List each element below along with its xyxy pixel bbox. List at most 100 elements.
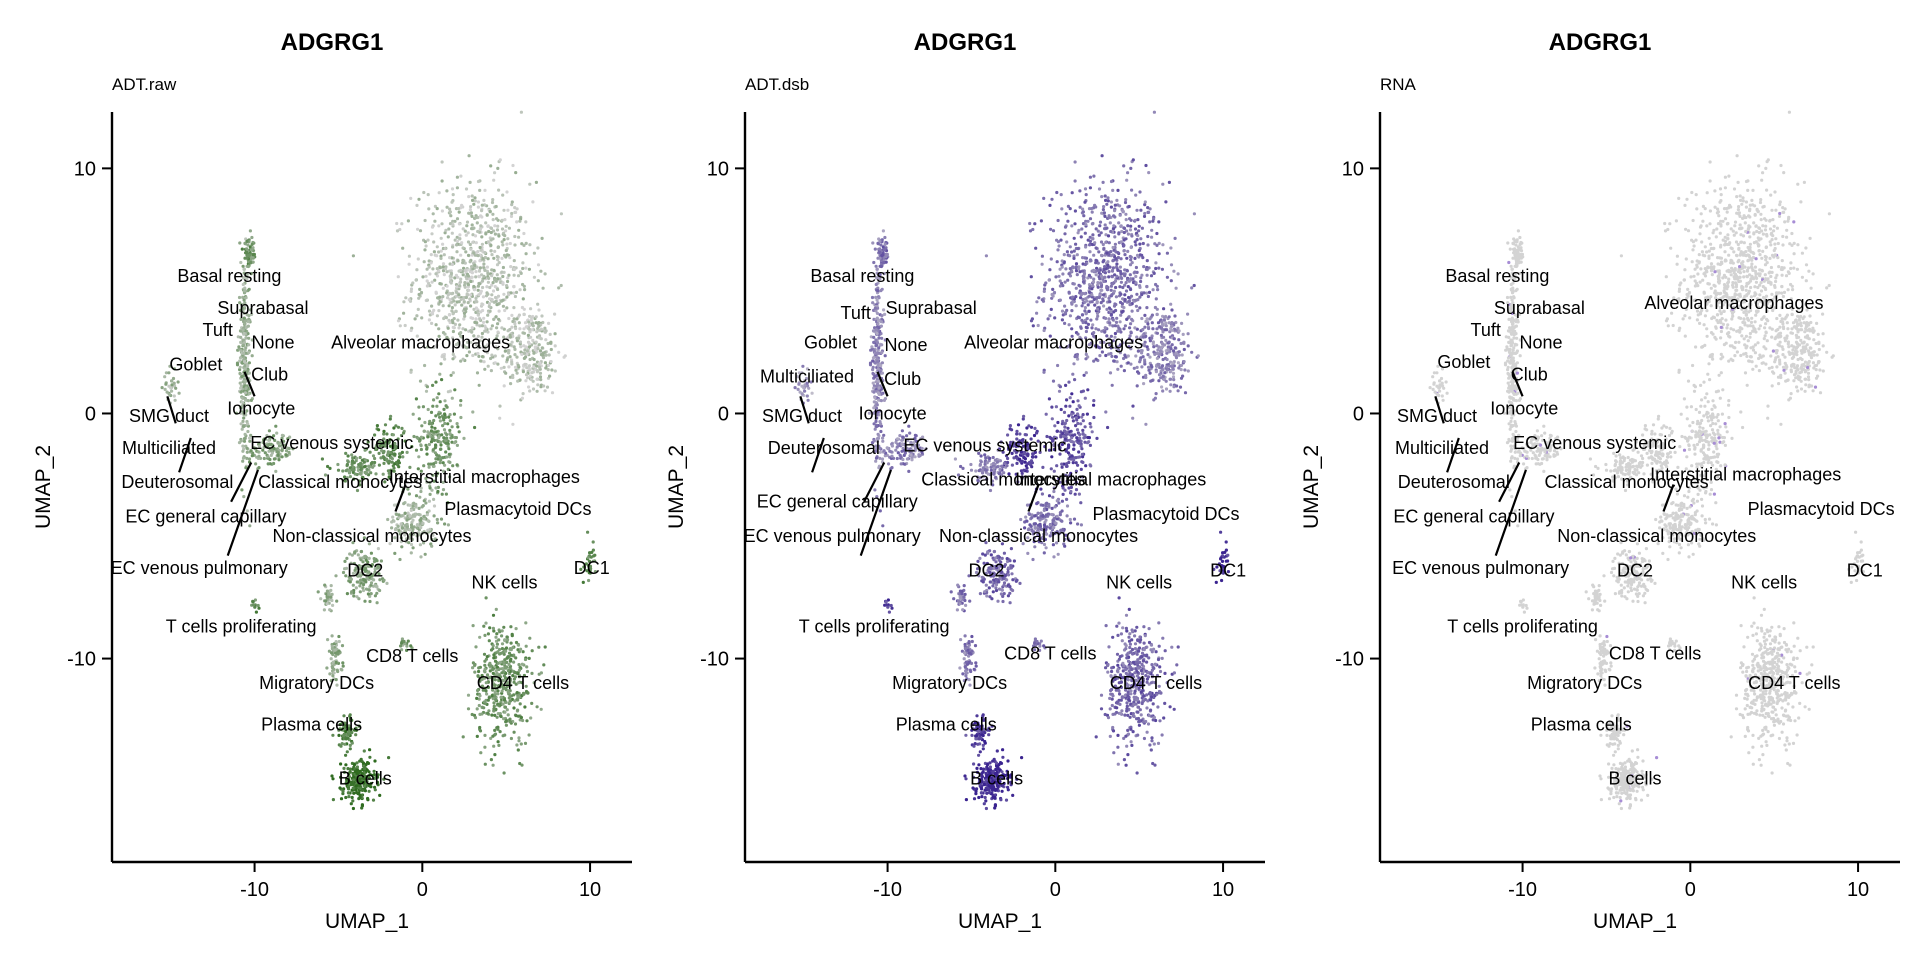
cell-point — [517, 739, 521, 743]
cell-point — [486, 632, 490, 636]
cell-point — [365, 761, 370, 765]
cell-point — [346, 454, 350, 458]
cell-point — [1164, 387, 1169, 391]
cell-point — [408, 503, 412, 507]
cell-point — [425, 284, 429, 288]
cell-point — [1072, 256, 1076, 260]
cell-point — [1141, 256, 1145, 260]
cell-point — [494, 204, 498, 209]
cell-point — [1065, 504, 1070, 508]
cell-point — [530, 328, 534, 332]
cell-point — [1090, 210, 1094, 214]
cell-point — [505, 306, 509, 310]
cell-point — [1154, 297, 1158, 301]
cell-point — [1073, 378, 1077, 382]
cell-point — [382, 437, 386, 441]
cell-point — [451, 325, 455, 329]
cell-point — [1173, 314, 1177, 318]
cell-point — [1157, 266, 1161, 270]
cell-point — [373, 788, 377, 792]
cell-point — [257, 454, 261, 458]
cell-point — [427, 207, 431, 211]
cell-point — [480, 203, 484, 207]
cell-point — [1131, 158, 1135, 162]
cell-point — [1123, 268, 1127, 272]
cell-point — [489, 327, 493, 331]
cell-point — [1027, 424, 1031, 428]
cell-point — [1066, 219, 1070, 223]
cell-point — [1113, 355, 1118, 359]
cell-point — [1192, 283, 1196, 288]
cell-point — [1070, 436, 1074, 440]
cell-point — [527, 385, 531, 389]
cell-point — [1030, 461, 1034, 465]
cell-point — [1075, 407, 1079, 411]
cell-point — [488, 285, 492, 290]
cell-point — [476, 254, 480, 258]
cell-point — [453, 219, 457, 223]
cell-point — [239, 335, 243, 339]
cell-point — [514, 210, 518, 214]
cell-point — [424, 244, 428, 248]
cell-point — [401, 455, 405, 459]
cell-point — [173, 398, 177, 402]
cell-point — [1128, 228, 1133, 232]
cell-point — [1149, 363, 1153, 367]
cell-point — [505, 358, 509, 362]
cell-point — [434, 323, 438, 327]
cell-point — [441, 456, 445, 460]
cell-point — [1054, 405, 1058, 409]
cell-point — [1116, 251, 1120, 255]
cell-point — [247, 343, 251, 347]
cell-point — [513, 347, 517, 351]
cell-point — [425, 279, 429, 283]
cell-point — [243, 432, 247, 436]
cell-point — [429, 440, 434, 444]
cell-point — [1044, 518, 1048, 522]
cell-point — [418, 439, 422, 443]
cell-point — [355, 791, 359, 795]
cell-point — [497, 188, 501, 192]
cell-point — [1150, 336, 1154, 340]
cell-point — [277, 458, 281, 462]
cell-point — [371, 798, 376, 802]
cell-point — [172, 381, 176, 385]
cell-point — [1042, 508, 1046, 512]
cell-point — [1072, 236, 1076, 240]
cell-point — [443, 463, 447, 467]
cell-point — [1133, 256, 1137, 260]
cell-point — [418, 379, 423, 383]
cell-point — [383, 423, 388, 427]
cell-point — [473, 196, 477, 200]
cell-point — [1123, 274, 1127, 278]
cell-point — [479, 751, 483, 755]
cell-point — [389, 456, 393, 460]
cell-point — [424, 274, 428, 278]
cell-point — [1085, 441, 1090, 445]
cell-point — [485, 285, 489, 289]
cell-point — [1086, 303, 1090, 307]
cell-point — [1077, 450, 1081, 454]
cell-point — [352, 594, 356, 598]
cell-point — [1073, 179, 1077, 183]
cell-point — [1063, 425, 1067, 429]
cell-point — [500, 634, 504, 638]
cell-point — [477, 269, 482, 273]
cell-point — [471, 198, 475, 202]
cell-point — [492, 178, 496, 182]
cell-point — [1097, 250, 1101, 254]
cell-point — [461, 261, 465, 265]
cell-point — [496, 287, 500, 292]
cell-point — [1092, 403, 1096, 407]
cell-point — [441, 286, 445, 290]
cell-point — [1173, 236, 1177, 240]
cell-point — [461, 273, 465, 277]
cell-point — [362, 749, 366, 753]
cell-point — [408, 465, 412, 469]
cell-point — [454, 290, 459, 294]
cell-point — [1057, 274, 1061, 278]
cell-point — [1006, 456, 1010, 461]
cell-point — [392, 519, 396, 523]
cell-point — [249, 261, 253, 265]
cell-point — [1134, 354, 1138, 358]
